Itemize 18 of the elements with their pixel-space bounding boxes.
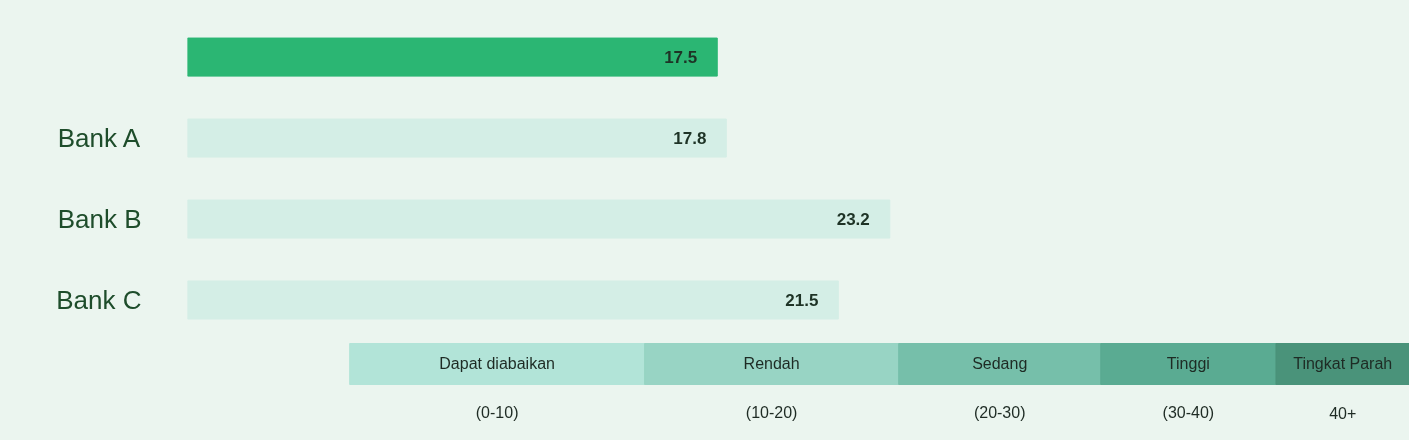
text: (10-20) [745, 404, 798, 421]
text: 40+ [1329, 404, 1357, 422]
text: (0-10) [475, 404, 519, 421]
category-label: Tinggi [1166, 355, 1210, 372]
text: (20-30) [973, 404, 1026, 421]
text: (30-40) [1162, 404, 1215, 421]
category-label: Sedang [972, 355, 1028, 372]
category-label: Tingkat Parah [1293, 355, 1393, 372]
category-label: Dapat diabaikan [439, 355, 555, 372]
y-tick-label: Bank A [57, 123, 141, 154]
y-tick-label: Bank C [56, 285, 142, 316]
bar [187, 37, 718, 77]
data-label: 17.8 [673, 129, 707, 149]
y-tick-label: Bank B [57, 204, 142, 235]
data-label: 23.2 [836, 210, 870, 230]
data-label: 21.5 [785, 291, 819, 311]
data-label: 17.5 [664, 48, 698, 68]
category-label: Rendah [743, 355, 800, 372]
